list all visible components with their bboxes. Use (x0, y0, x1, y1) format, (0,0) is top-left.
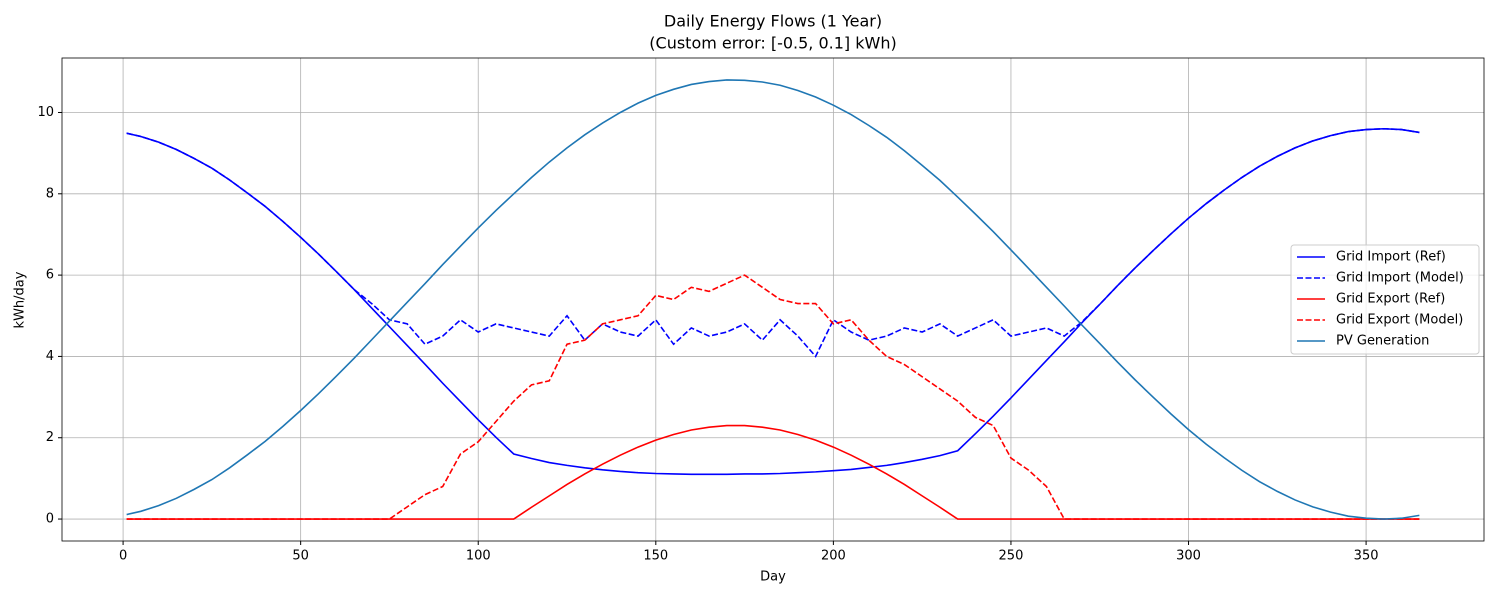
legend-label: Grid Export (Model) (1336, 313, 1463, 328)
y-tick-label: 4 (46, 349, 54, 364)
legend-label: Grid Import (Ref) (1336, 250, 1446, 265)
series-line (126, 274, 1420, 520)
x-tick-label: 250 (999, 549, 1024, 564)
chart-subtitle: (Custom error: [-0.5, 0.1] kWh) (649, 34, 896, 53)
x-tick-label: 200 (821, 549, 846, 564)
series-line (126, 79, 1420, 520)
y-tick-label: 6 (46, 268, 54, 283)
plot-frame (61, 57, 1485, 542)
series-line (126, 424, 1420, 520)
x-tick-label: 100 (466, 549, 491, 564)
x-axis-label: Day (760, 570, 786, 585)
x-tick-label: 350 (1354, 549, 1379, 564)
legend-label: Grid Import (Model) (1336, 271, 1464, 286)
x-tick-label: 0 (119, 549, 127, 564)
x-tick-label: 300 (1176, 549, 1201, 564)
legend: Grid Import (Ref) Grid Import (Model) Grid… (1290, 244, 1480, 355)
y-tick-label: 8 (46, 186, 54, 201)
x-tick-label: 150 (643, 549, 668, 564)
series-line (126, 127, 1420, 476)
y-tick-label: 0 (46, 512, 54, 527)
legend-box (1290, 244, 1480, 355)
y-tick-label: 2 (46, 430, 54, 445)
series-line (126, 127, 1420, 358)
chart-title: Daily Energy Flows (1 Year) (664, 12, 882, 31)
y-tick-label: 10 (37, 105, 54, 120)
legend-label: PV Generation (1336, 334, 1429, 349)
y-axis-label: kWh/day (13, 271, 28, 328)
legend-label: Grid Export (Ref) (1336, 292, 1445, 307)
x-tick-label: 50 (292, 549, 309, 564)
